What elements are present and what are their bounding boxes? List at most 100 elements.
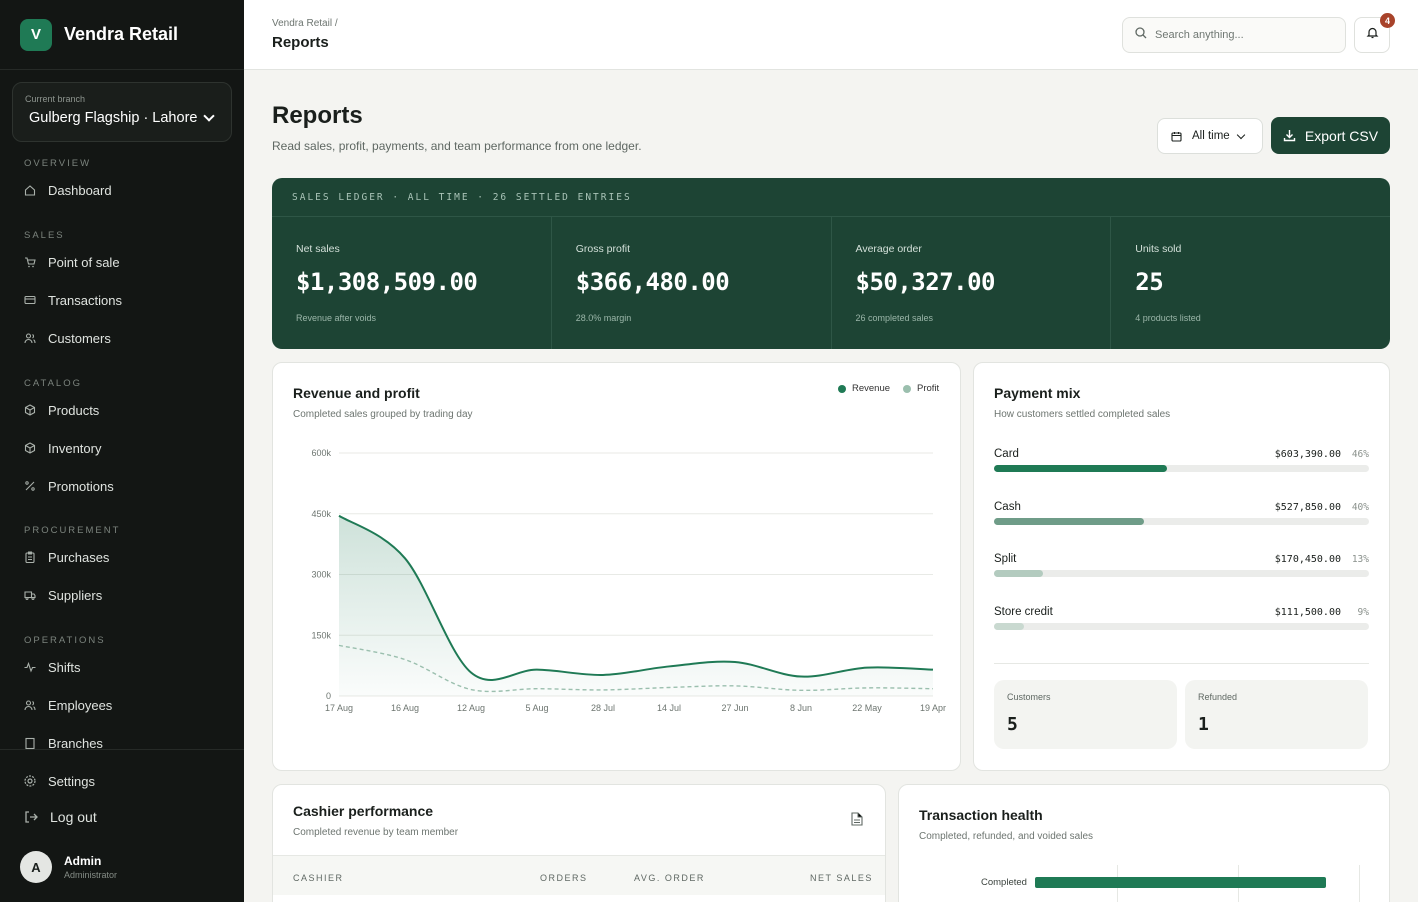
sidebar-item-label: Suppliers [48,587,103,603]
column-header-cashier[interactable]: CASHIER [293,873,344,883]
y-tick-label: 300k [311,570,331,580]
brand-name: Vendra Retail [64,24,179,44]
notifications-button[interactable]: 4 [1354,13,1395,53]
transaction-health-card: Transaction health Completed, refunded, … [898,784,1390,902]
search-input[interactable] [1155,29,1335,41]
ledger-header: SALES LEDGER · ALL TIME · 26 SETTLED ENT… [272,178,1390,217]
payment-percent: 13% [1351,554,1369,565]
sidebar-item-label: Inventory [48,440,102,456]
branch-value: Gulberg Flagship · Lahore [29,110,198,126]
nav-section-catalog: CATALOG [24,378,82,389]
sidebar-item-label: Shifts [48,659,81,675]
payment-percent: 40% [1351,502,1369,513]
ledger-metrics: Net sales $1,308,509.00 Revenue after vo… [272,217,1390,349]
payment-percent: 46% [1351,449,1369,460]
revenue-area [339,515,933,696]
sidebar-item-branches[interactable]: Branches [0,724,244,750]
export-csv-button[interactable]: Export CSV [1271,117,1390,154]
brand: V Vendra Retail [0,0,244,70]
truck-icon [24,589,36,601]
metric-note: 28.0% margin [575,313,632,323]
x-tick-label: 17 Aug [325,703,353,713]
revenue-line [338,514,934,682]
sidebar: V Vendra Retail Current branch Gulberg F… [0,0,244,902]
sidebar-nav: OVERVIEW Dashboard SALES Point of sale Trans… [0,150,244,750]
brand-logo: V [20,18,52,51]
legend-dot [903,384,911,393]
metric-net-sales: Net sales $1,308,509.00 Revenue after vo… [272,217,552,349]
avatar[interactable]: A [20,851,52,883]
legend-label: Profit [917,383,940,394]
revenue-chart: 0 150k 300k 450k 600k 17 Aug 16 Aug 12 Aug 5 Aug… [311,448,946,713]
user-name: Admin [64,854,102,868]
metric-value: $50,327.00 [855,268,996,296]
nav-section-operations: OPERATIONS [24,635,106,646]
payment-bar-track [994,570,1369,577]
sidebar-item-label: Settings [48,773,95,789]
date-range-label: All time [1192,130,1230,142]
legend-profit: Profit [903,383,939,394]
stat-label: Customers [1007,692,1051,702]
column-header-net-sales[interactable]: NET SALES [810,873,873,883]
card-subtitle: Completed, refunded, and voided sales [919,831,1094,842]
transaction-bar-completed [1035,877,1326,888]
column-header-avg-order[interactable]: AVG. ORDER [634,873,705,883]
search-icon [1135,26,1147,44]
card-title: Transaction health [919,807,1043,823]
sidebar-item-label: Branches [48,735,103,751]
payment-bar-track [994,623,1369,630]
payment-amount: $527,850.00 [1274,502,1341,513]
column-header-orders[interactable]: ORDERS [540,873,588,883]
metric-label: Units sold [1135,243,1182,255]
breadcrumb-parent[interactable]: Vendra Retail / [272,18,338,29]
branch-value-row: Gulberg Flagship · Lahore [25,110,219,126]
sidebar-item-label: Point of sale [48,254,120,270]
sidebar-item-products[interactable]: Products [0,391,244,429]
sidebar-item-dashboard[interactable]: Dashboard [0,171,244,209]
chevron-down-icon [1236,130,1245,139]
sidebar-item-settings[interactable]: Settings [0,772,95,790]
legend-revenue: Revenue [838,383,890,394]
search-box[interactable] [1122,17,1346,53]
cashier-performance-card: Cashier performance Completed revenue by… [272,784,886,902]
metric-units-sold: Units sold 25 4 products listed [1111,217,1390,349]
logout-label: Log out [50,809,97,825]
sidebar-item-employees[interactable]: Employees [0,686,244,724]
card-icon [24,294,36,306]
branch-label: Current branch [25,94,86,104]
branch-selector[interactable]: Current branch Gulberg Flagship · Lahore [12,82,232,142]
metric-gross-profit: Gross profit $366,480.00 28.0% margin [552,217,832,349]
payment-bar-track [994,465,1369,472]
sidebar-item-transactions[interactable]: Transactions [0,281,244,319]
sidebar-item-label: Transactions [48,292,122,308]
sidebar-footer: Settings Log out A Admin Administrator [0,749,244,902]
date-range-button[interactable]: All time [1157,118,1263,154]
sidebar-item-point-of-sale[interactable]: Point of sale [0,243,244,281]
sidebar-item-label: Employees [48,697,113,713]
y-tick-label: 450k [311,509,331,519]
bar-label: Completed [981,877,1027,888]
sidebar-item-customers[interactable]: Customers [0,319,244,357]
export-csv-label: Export CSV [1304,127,1379,144]
clipboard-icon [24,551,36,563]
sidebar-item-suppliers[interactable]: Suppliers [0,576,244,614]
x-tick-label: 14 Jul [657,703,681,713]
box-icon [24,442,36,454]
x-tick-label: 28 Jul [591,703,615,713]
stat-label: Refunded [1198,692,1238,702]
box-icon [24,404,36,416]
document-icon[interactable] [851,812,863,831]
logout-button[interactable]: Log out [0,807,97,827]
sidebar-item-label: Dashboard [48,182,112,198]
sidebar-item-inventory[interactable]: Inventory [0,429,244,467]
payment-bar-fill [994,623,1024,630]
sidebar-item-purchases[interactable]: Purchases [0,538,244,576]
metric-note: 4 products listed [1135,313,1201,323]
page-title: Reports [272,102,363,129]
payment-bar-fill [994,465,1167,472]
nav-section-overview: OVERVIEW [24,158,92,169]
sidebar-item-promotions[interactable]: Promotions [0,467,244,505]
x-tick-label: 8 Jun [790,703,812,713]
card-title: Revenue and profit [293,385,420,401]
sidebar-item-shifts[interactable]: Shifts [0,648,244,686]
